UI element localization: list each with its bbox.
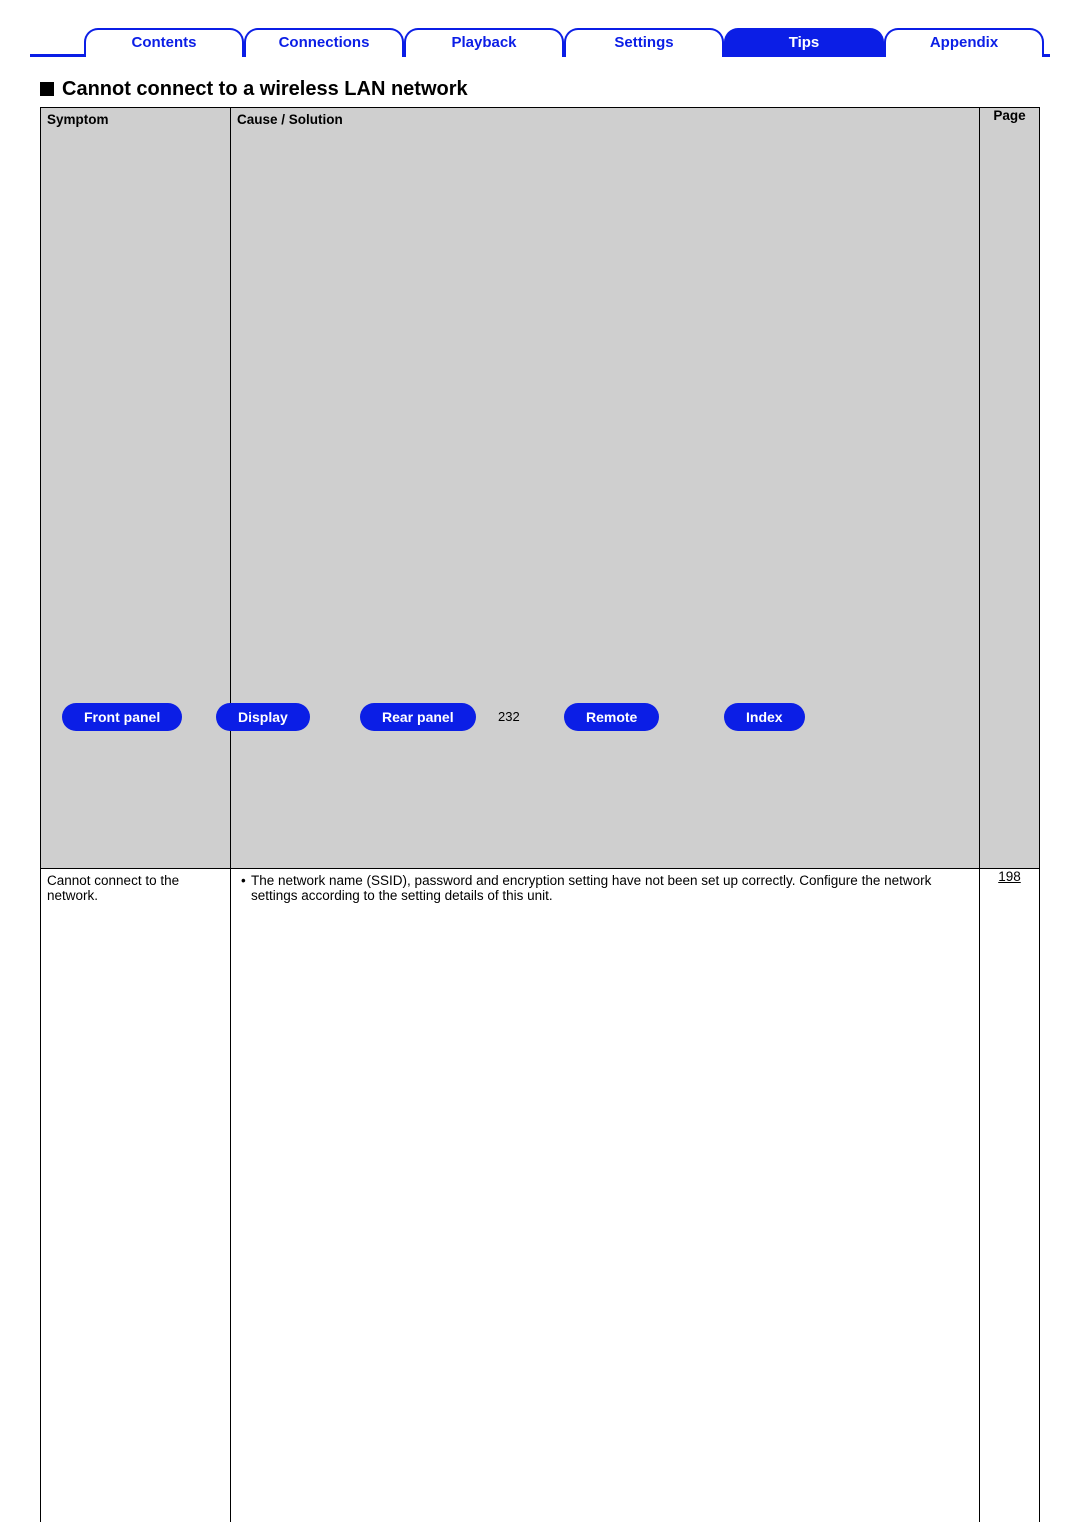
remote-button[interactable]: Remote	[564, 703, 659, 731]
cell-page[interactable]: 198	[980, 869, 1040, 1522]
troubleshooting-table-wrap: Symptom Cause / Solution Page Cannot con…	[40, 107, 1040, 1522]
tab-connections[interactable]: Connections	[244, 28, 404, 57]
tab-playback[interactable]: Playback	[404, 28, 564, 57]
tab-label: Connections	[279, 34, 370, 51]
button-label: Index	[746, 709, 783, 725]
button-label: Rear panel	[382, 709, 454, 725]
tab-label: Contents	[132, 34, 197, 51]
tab-contents[interactable]: Contents	[84, 28, 244, 57]
button-label: Front panel	[84, 709, 160, 725]
button-label: Display	[238, 709, 288, 725]
bullet-icon	[241, 873, 251, 903]
rear-panel-button[interactable]: Rear panel	[360, 703, 476, 731]
col-header-page: Page	[980, 108, 1040, 869]
col-header-solution: Cause / Solution	[231, 108, 980, 869]
table-row: Cannot connect to the network. The networ…	[41, 869, 1040, 1522]
front-panel-button[interactable]: Front panel	[62, 703, 182, 731]
symptom-text: Cannot connect to the network.	[47, 873, 179, 903]
index-button[interactable]: Index	[724, 703, 805, 731]
page-number: 232	[498, 709, 520, 724]
section-heading: Cannot connect to a wireless LAN network	[40, 78, 1040, 101]
tab-label: Tips	[789, 34, 820, 51]
cell-symptom: Cannot connect to the network.	[41, 869, 231, 1522]
cell-solution: The network name (SSID), password and en…	[231, 869, 980, 1522]
tab-label: Playback	[451, 34, 516, 51]
table-header-row: Symptom Cause / Solution Page	[41, 108, 1040, 869]
tab-settings[interactable]: Settings	[564, 28, 724, 57]
page-link[interactable]: 198	[998, 869, 1021, 884]
tab-appendix[interactable]: Appendix	[884, 28, 1044, 57]
tab-tips[interactable]: Tips	[724, 28, 884, 57]
top-tab-bar: Contents Connections Playback Settings Tips A…	[30, 0, 1050, 60]
bottom-nav: Front panelDisplayRear panelRemoteIndex …	[0, 703, 1080, 743]
troubleshooting-table: Symptom Cause / Solution Page Cannot con…	[40, 107, 1040, 1522]
tab-label: Appendix	[930, 34, 998, 51]
display-button[interactable]: Display	[216, 703, 310, 731]
solution-text: The network name (SSID), password and en…	[251, 873, 973, 903]
square-bullet-icon	[40, 82, 54, 96]
heading-text: Cannot connect to a wireless LAN network	[62, 78, 468, 100]
col-header-symptom: Symptom	[41, 108, 231, 869]
button-label: Remote	[586, 709, 637, 725]
tab-label: Settings	[614, 34, 673, 51]
